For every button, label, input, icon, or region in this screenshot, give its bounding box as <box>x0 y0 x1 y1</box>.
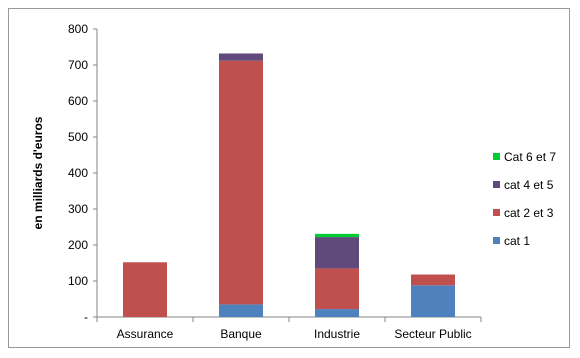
bar-segment <box>411 274 455 286</box>
y-tick-label: 200 <box>68 238 88 252</box>
legend-label: cat 4 et 5 <box>504 178 554 192</box>
y-tick-label: 800 <box>68 22 88 36</box>
y-tick-label: 600 <box>68 94 88 108</box>
y-ticks: - 100 200 300 400 500 600 700 800 <box>68 22 97 324</box>
legend-swatch <box>493 153 500 160</box>
bar-segment <box>123 262 167 317</box>
bar-segment <box>315 268 359 310</box>
bar-segment <box>219 60 263 305</box>
stacked-bar-chart: - 100 200 300 400 500 600 700 800 Assurance Banqu… <box>31 22 556 341</box>
y-tick-label: 400 <box>68 166 88 180</box>
chart-frame: - 100 200 300 400 500 600 700 800 Assurance Banqu… <box>8 8 570 348</box>
y-tick-label: 300 <box>68 202 88 216</box>
legend-swatch <box>493 181 500 188</box>
bar-segment <box>219 53 263 61</box>
bar-segment <box>315 233 359 238</box>
legend-swatch <box>493 209 500 216</box>
y-tick-label: 500 <box>68 130 88 144</box>
x-ticks: Assurance Banque Industrie Secteur Public <box>96 317 482 341</box>
x-tick-label: Industrie <box>314 327 360 341</box>
legend-label: Cat 6 et 7 <box>504 150 556 164</box>
x-tick-label: Secteur Public <box>394 327 471 341</box>
bar-segment <box>411 285 455 317</box>
bar-segment <box>219 304 263 317</box>
bars <box>123 53 455 317</box>
x-tick-label: Banque <box>220 327 262 341</box>
legend-label: cat 1 <box>504 234 530 248</box>
legend-swatch <box>493 237 500 244</box>
bar-segment <box>315 237 359 269</box>
y-tick-label: - <box>84 310 88 324</box>
legend: Cat 6 et 7 cat 4 et 5 cat 2 et 3 cat 1 <box>493 150 556 248</box>
bar-segment <box>315 309 359 317</box>
y-axis-label: en milliards d'euros <box>31 116 45 229</box>
y-tick-label: 700 <box>68 58 88 72</box>
x-tick-label: Assurance <box>117 327 174 341</box>
y-tick-label: 100 <box>68 274 88 288</box>
legend-label: cat 2 et 3 <box>504 206 554 220</box>
